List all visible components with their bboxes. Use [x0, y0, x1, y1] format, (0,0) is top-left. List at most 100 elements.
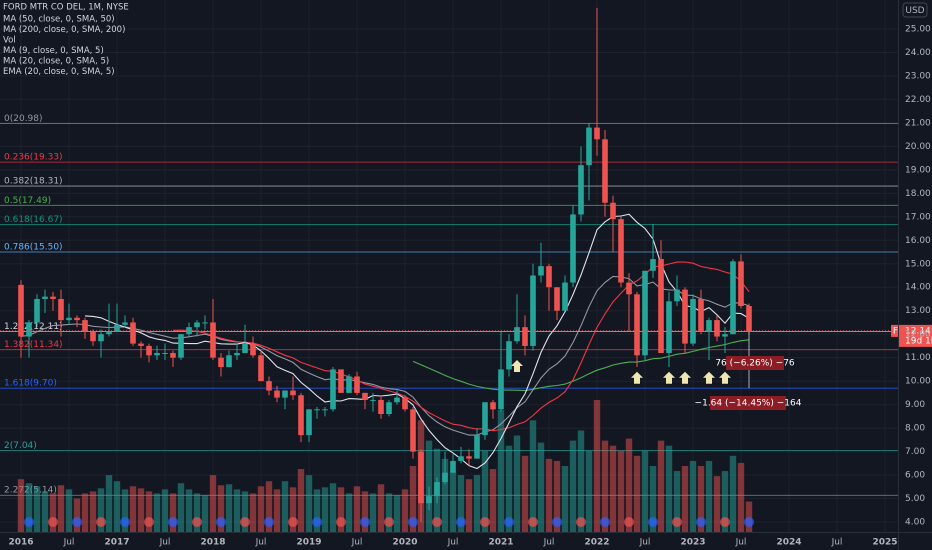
- event-marker[interactable]: [72, 517, 82, 527]
- y-tick-label: 13.00: [905, 306, 931, 316]
- currency-box[interactable]: [902, 2, 928, 18]
- candle-body: [458, 456, 464, 461]
- event-marker[interactable]: [48, 517, 58, 527]
- volume-bar: [729, 455, 737, 532]
- candle-body: [738, 261, 744, 307]
- measure-box: [726, 356, 784, 370]
- event-marker[interactable]: [480, 517, 490, 527]
- volume-bar: [665, 445, 673, 532]
- candle-body: [562, 282, 568, 311]
- volume-bar: [185, 489, 193, 532]
- event-marker[interactable]: [240, 517, 250, 527]
- event-marker[interactable]: [504, 517, 514, 527]
- event-marker[interactable]: [624, 517, 634, 527]
- volume-bar: [473, 475, 481, 532]
- event-marker[interactable]: [144, 517, 154, 527]
- event-marker[interactable]: [600, 517, 610, 527]
- event-marker[interactable]: [648, 517, 658, 527]
- event-marker[interactable]: [264, 517, 274, 527]
- signal-arrow: [511, 360, 523, 373]
- candle-body: [362, 392, 368, 400]
- x-tick-label: 2021: [488, 538, 513, 548]
- fib-label: 0.382(18.31): [4, 177, 63, 187]
- candle-body: [410, 409, 416, 452]
- volume-bar: [385, 493, 393, 532]
- candle-body: [18, 284, 24, 337]
- candle-body: [330, 369, 336, 410]
- event-marker[interactable]: [216, 517, 226, 527]
- fib-label: 0.5(17.49): [4, 196, 51, 206]
- event-marker[interactable]: [312, 517, 322, 527]
- event-marker[interactable]: [96, 517, 106, 527]
- candle-body: [234, 352, 240, 356]
- candle-body: [498, 369, 504, 410]
- volume-bar: [449, 471, 457, 532]
- candle-body: [506, 341, 512, 370]
- x-tick-label: 2017: [104, 538, 129, 548]
- event-marker[interactable]: [576, 517, 586, 527]
- event-marker[interactable]: [360, 517, 370, 527]
- candle-body: [450, 460, 456, 473]
- event-marker[interactable]: [24, 517, 34, 527]
- candle-body: [650, 259, 656, 271]
- event-marker[interactable]: [408, 517, 418, 527]
- candle-body: [314, 409, 320, 411]
- event-marker[interactable]: [552, 517, 562, 527]
- event-marker[interactable]: [288, 517, 298, 527]
- volume-bar: [497, 410, 505, 532]
- volume-bar: [569, 440, 577, 532]
- candle-body: [50, 296, 56, 299]
- event-marker[interactable]: [432, 517, 442, 527]
- volume-bar: [353, 486, 361, 532]
- candle-body: [602, 139, 608, 203]
- candle-body: [306, 409, 312, 436]
- candle-body: [274, 390, 280, 398]
- signal-arrow: [663, 371, 675, 384]
- event-marker[interactable]: [336, 517, 346, 527]
- candle-body: [162, 352, 168, 354]
- last-price-label: 12.14: [905, 326, 931, 336]
- last-price-badge: [899, 324, 932, 347]
- event-marker[interactable]: [384, 517, 394, 527]
- event-marker[interactable]: [720, 517, 730, 527]
- event-marker[interactable]: [528, 517, 538, 527]
- volume-bar: [737, 462, 745, 532]
- event-marker[interactable]: [456, 517, 466, 527]
- candle-body: [154, 352, 160, 356]
- event-marker[interactable]: [672, 517, 682, 527]
- countdown-label: 19d 1h: [905, 336, 932, 346]
- currency[interactable]: USD: [905, 6, 924, 16]
- volume-bar: [441, 458, 449, 532]
- candle-body: [26, 322, 32, 337]
- volume-bar: [625, 438, 633, 532]
- volume-bar: [377, 484, 385, 532]
- y-tick-label: 20.00: [905, 142, 931, 152]
- event-marker[interactable]: [744, 517, 754, 527]
- volume-bar: [369, 493, 377, 532]
- event-marker[interactable]: [192, 517, 202, 527]
- volume-bar: [137, 488, 145, 532]
- volume-bar: [41, 491, 49, 532]
- volume-bar: [25, 483, 33, 532]
- y-tick-label: 14.00: [905, 283, 931, 293]
- candle-body: [634, 294, 640, 356]
- y-tick-label: 22.00: [905, 95, 931, 105]
- candle-body: [338, 369, 344, 393]
- candle-body: [378, 399, 384, 415]
- y-tick-label: 17.00: [905, 212, 931, 222]
- candle-body: [594, 127, 600, 140]
- volume-bar: [361, 491, 369, 532]
- event-marker[interactable]: [120, 517, 130, 527]
- event-marker[interactable]: [696, 517, 706, 527]
- signal-arrow: [679, 371, 691, 384]
- y-tick-label: 8.00: [905, 424, 925, 434]
- volume-bar: [57, 485, 65, 532]
- x-tick-label: 2020: [392, 538, 417, 548]
- volume-bar: [697, 466, 705, 532]
- volume-bar: [305, 475, 313, 532]
- event-marker[interactable]: [168, 517, 178, 527]
- volume-bar: [425, 440, 433, 532]
- x-tick-label: Jul: [255, 538, 267, 548]
- candle-body: [82, 320, 88, 332]
